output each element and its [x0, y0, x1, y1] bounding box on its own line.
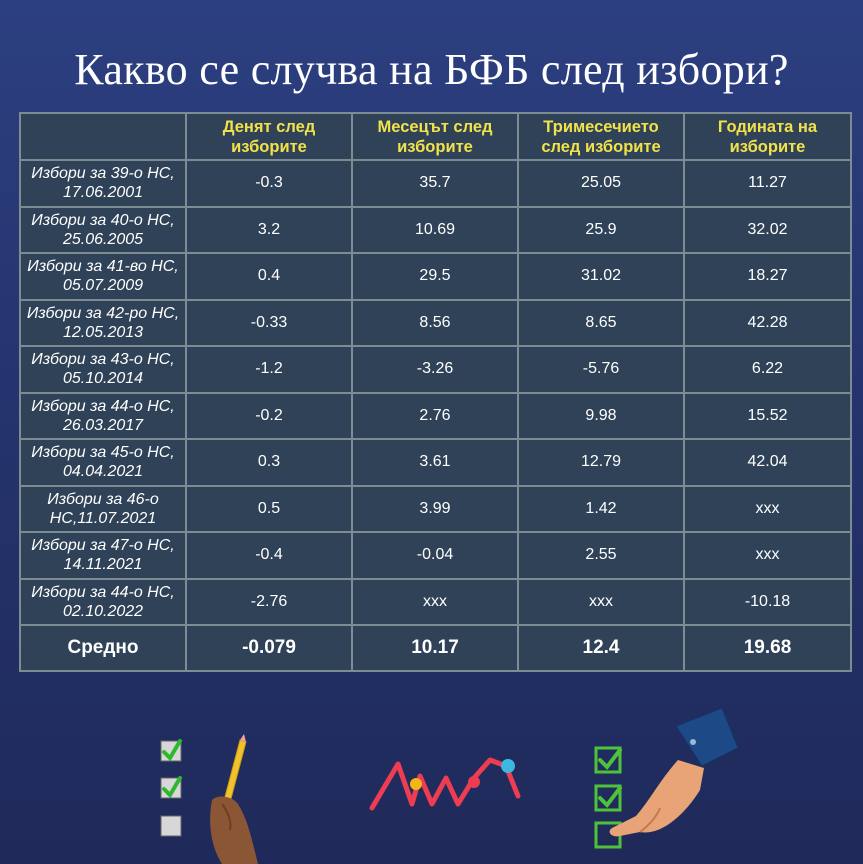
- page-title: Какво се случва на БФБ след избори?: [74, 45, 789, 94]
- table-row: Избори за 44-о НС, 02.10.2022 -2.76 xxx xxx…: [19, 577, 852, 626]
- table-row: Избори за 39-о НС, 17.06.2001 -0.3 35.7 25.…: [19, 159, 852, 208]
- cell-quarter-after: 2.55: [517, 531, 685, 580]
- cell-election-year: 42.28: [683, 298, 852, 347]
- row-label: Избори за 40-о НС, 25.06.2005: [19, 205, 187, 254]
- cell-quarter-after: 1.42: [517, 484, 685, 533]
- row-label: Избори за 44-о НС, 26.03.2017: [19, 391, 187, 440]
- cell-month-after: 8.56: [351, 298, 519, 347]
- table-row: Избори за 43-о НС, 05.10.2014 -1.2 -3.26 -5…: [19, 345, 852, 394]
- row-label: Избори за 45-о НС, 04.04.2021: [19, 438, 187, 487]
- header-day-after: Денят след изборите: [185, 112, 353, 161]
- row-label: Избори за 46-о НС,11.07.2021: [19, 484, 187, 533]
- row-label: Избори за 39-о НС, 17.06.2001: [19, 159, 187, 208]
- cell-month-after: -3.26: [351, 345, 519, 394]
- row-label: Избори за 43-о НС, 05.10.2014: [19, 345, 187, 394]
- cell-election-year: 32.02: [683, 205, 852, 254]
- cell-month-after: 3.99: [351, 484, 519, 533]
- row-label: Избори за 47-о НС, 14.11.2021: [19, 531, 187, 580]
- table-header-row: Денят след изборите Месецът след изборит…: [19, 112, 852, 161]
- cell-election-year: 18.27: [683, 252, 852, 301]
- cell-election-year: 11.27: [683, 159, 852, 208]
- cell-day-after: -0.4: [185, 531, 353, 580]
- table-row: Избори за 42-ро НС, 12.05.2013 -0.33 8.56 8…: [19, 298, 852, 347]
- cell-election-year: 6.22: [683, 345, 852, 394]
- cell-month-after: 35.7: [351, 159, 519, 208]
- cell-day-after: -2.76: [185, 577, 353, 626]
- row-label: Избори за 41-во НС, 05.07.2009: [19, 252, 187, 301]
- average-election-year: 19.68: [683, 624, 852, 672]
- header-election-year: Годината на изборите: [683, 112, 852, 161]
- table-row: Избори за 46-о НС,11.07.2021 0.5 3.99 1.42 x…: [19, 484, 852, 533]
- row-label: Избори за 44-о НС, 02.10.2022: [19, 577, 187, 626]
- cell-election-year: -10.18: [683, 577, 852, 626]
- zigzag-chart-icon: [369, 757, 521, 811]
- decoration-strip: [160, 707, 739, 864]
- cell-election-year: xxx: [683, 531, 852, 580]
- cell-month-after: -0.04: [351, 531, 519, 580]
- cell-day-after: 0.3: [185, 438, 353, 487]
- header-quarter-after: Тримесечието след изборите: [517, 112, 685, 161]
- cell-day-after: 0.4: [185, 252, 353, 301]
- average-label: Средно: [19, 624, 187, 672]
- cell-day-after: 0.5: [185, 484, 353, 533]
- average-month-after: 10.17: [351, 624, 519, 672]
- results-table: Денят след изборите Месецът след изборит…: [19, 112, 852, 672]
- cell-day-after: -0.2: [185, 391, 353, 440]
- cell-quarter-after: 8.65: [517, 298, 685, 347]
- average-day-after: -0.079: [185, 624, 353, 672]
- cell-quarter-after: 25.05: [517, 159, 685, 208]
- cell-quarter-after: xxx: [517, 577, 685, 626]
- cell-quarter-after: 25.9: [517, 205, 685, 254]
- table-row: Избори за 47-о НС, 14.11.2021 -0.4 -0.04 2.…: [19, 531, 852, 580]
- cell-election-year: 42.04: [683, 438, 852, 487]
- cell-month-after: 3.61: [351, 438, 519, 487]
- cell-election-year: xxx: [683, 484, 852, 533]
- checklist-icon: [160, 739, 182, 837]
- cell-day-after: -1.2: [185, 345, 353, 394]
- cell-month-after: xxx: [351, 577, 519, 626]
- cell-quarter-after: 12.79: [517, 438, 685, 487]
- cell-day-after: -0.3: [185, 159, 353, 208]
- cell-day-after: -0.33: [185, 298, 353, 347]
- cell-month-after: 2.76: [351, 391, 519, 440]
- cell-month-after: 29.5: [351, 252, 519, 301]
- cell-month-after: 10.69: [351, 205, 519, 254]
- cell-quarter-after: 31.02: [517, 252, 685, 301]
- pencil-hand-icon: [210, 734, 258, 864]
- average-quarter-after: 12.4: [517, 624, 685, 672]
- cell-quarter-after: -5.76: [517, 345, 685, 394]
- table-row: Избори за 40-о НС, 25.06.2005 3.2 10.69 25.…: [19, 205, 852, 254]
- table-row: Избори за 41-во НС, 05.07.2009 0.4 29.5 31.…: [19, 252, 852, 301]
- table-row: Избори за 45-о НС, 04.04.2021 0.3 3.61 12.7…: [19, 438, 852, 487]
- cell-day-after: 3.2: [185, 205, 353, 254]
- pointing-hand-icon: [594, 707, 739, 849]
- cell-election-year: 15.52: [683, 391, 852, 440]
- table-row: Избори за 44-о НС, 26.03.2017 -0.2 2.76 9.9…: [19, 391, 852, 440]
- row-label: Избори за 42-ро НС, 12.05.2013: [19, 298, 187, 347]
- header-corner: [19, 112, 187, 161]
- cell-quarter-after: 9.98: [517, 391, 685, 440]
- header-month-after: Месецът след изборите: [351, 112, 519, 161]
- average-row: Средно -0.079 10.17 12.4 19.68: [19, 624, 852, 672]
